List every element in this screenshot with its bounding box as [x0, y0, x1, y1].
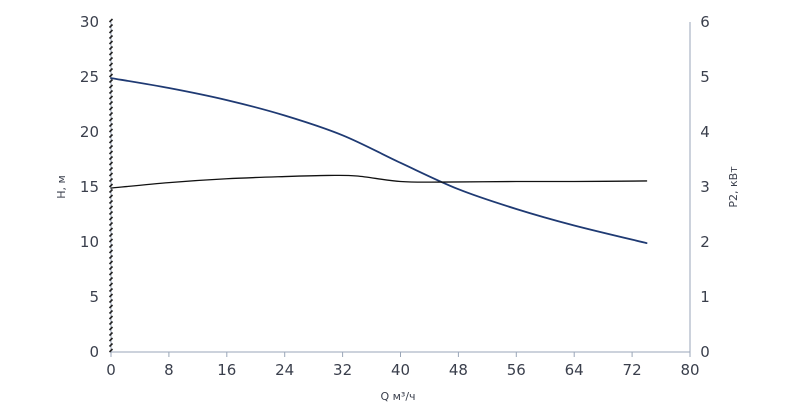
- left-axis-mark: [108, 117, 114, 122]
- left-axis-mark: [108, 216, 114, 221]
- left-axis-mark: [108, 73, 114, 78]
- y-left-tick-label: 5: [89, 288, 99, 306]
- left-axis-mark: [108, 150, 114, 155]
- left-axis-mark: [108, 188, 114, 194]
- y-right-tick-label: 2: [700, 233, 710, 251]
- left-axis-mark: [108, 315, 114, 320]
- y-right-axis-ticks: 0 1 2 3 4 5 6: [700, 13, 710, 361]
- left-axis-mark: [108, 29, 114, 34]
- y-left-axis-label: H, м: [55, 175, 68, 199]
- x-tick-label: 16: [217, 361, 236, 379]
- left-axis-mark: [108, 260, 114, 265]
- left-axis-mark: [108, 331, 114, 337]
- left-axis-mark: [108, 276, 114, 282]
- left-axis-mark: [108, 298, 114, 304]
- left-axis-mark: [108, 100, 114, 106]
- left-axis-mark: [108, 210, 114, 216]
- x-tick-label: 80: [680, 361, 699, 379]
- left-axis-mark: [108, 166, 114, 172]
- left-axis-mark: [108, 34, 114, 40]
- y-right-tick-label: 6: [700, 13, 710, 31]
- left-axis-mark: [108, 282, 114, 287]
- left-axis-mark: [108, 194, 114, 199]
- left-axis-mark: [108, 161, 114, 166]
- x-tick-label: 48: [449, 361, 468, 379]
- left-axis-mark: [108, 199, 114, 205]
- x-tick-label: 72: [623, 361, 642, 379]
- left-axis-mark: [108, 122, 114, 128]
- left-axis-mark: [108, 205, 114, 210]
- y-left-tick-label: 30: [80, 13, 99, 31]
- left-axis-mark: [108, 172, 114, 177]
- left-axis-mark: [108, 51, 114, 56]
- left-axis-mark: [108, 133, 114, 139]
- y-left-tick-label: 10: [80, 233, 99, 251]
- left-axis-mark: [108, 287, 114, 293]
- left-axis-mark: [108, 177, 114, 183]
- y-left-tick-label: 25: [80, 68, 99, 86]
- left-axis-mark: [108, 56, 114, 62]
- x-tick-label: 0: [106, 361, 116, 379]
- left-axis-mark: [108, 293, 114, 298]
- y-left-tick-label: 0: [89, 343, 99, 361]
- left-axis-mark: [108, 155, 114, 161]
- left-axis-mark: [108, 326, 114, 331]
- x-tick-label: 64: [565, 361, 584, 379]
- x-tick-label: 56: [507, 361, 526, 379]
- left-axis-mark: [108, 309, 114, 315]
- left-axis-mark: [108, 238, 114, 243]
- y-right-axis-label: P2, кВт: [727, 166, 740, 208]
- left-axis-mark: [108, 221, 114, 227]
- left-axis-mark: [108, 40, 114, 45]
- left-axis-mark: [108, 320, 114, 326]
- x-tick-label: 32: [333, 361, 352, 379]
- y-right-tick-label: 0: [700, 343, 710, 361]
- head-curve-line: [110, 77, 648, 244]
- left-axis-mark: [108, 243, 114, 249]
- left-axis-mark: [108, 128, 114, 133]
- y-right-tick-label: 5: [700, 68, 710, 86]
- y-left-axis-ticks: 0 5 10 15 20 25 30: [80, 13, 99, 361]
- left-axis-mark: [108, 227, 114, 232]
- left-axis-mark: [108, 304, 114, 309]
- left-axis-mark: [108, 89, 114, 95]
- left-axis-mark: [108, 348, 114, 353]
- left-axis-mark: [108, 183, 114, 188]
- left-axis-mark: [108, 67, 114, 73]
- left-axis-mark: [108, 23, 114, 29]
- left-axis-mark: [108, 45, 114, 51]
- left-axis-mark: [108, 249, 114, 254]
- series-layer: [110, 77, 648, 244]
- y-right-tick-label: 1: [700, 288, 710, 306]
- y-left-tick-label: 15: [80, 178, 99, 196]
- left-axis-mark: [108, 62, 114, 67]
- left-axis-mark: [108, 265, 114, 271]
- power-curve-line: [110, 174, 648, 189]
- x-axis-label: Q м³/ч: [380, 390, 415, 403]
- left-axis-mark: [108, 271, 114, 276]
- left-axis-mark: [108, 232, 114, 238]
- left-axis-mark: [108, 139, 114, 144]
- left-axis-mark: [108, 342, 114, 348]
- left-axis-mark: [108, 106, 114, 111]
- x-tick-label: 40: [391, 361, 410, 379]
- axes: [108, 18, 691, 353]
- left-axis-mark: [108, 254, 114, 260]
- y-right-tick-label: 4: [700, 123, 710, 141]
- left-axis-mark: [108, 95, 114, 100]
- y-left-tick-label: 20: [80, 123, 99, 141]
- left-axis-mark: [108, 337, 114, 342]
- left-axis-mark: [108, 144, 114, 150]
- left-axis-mark: [108, 84, 114, 89]
- left-axis-mark: [108, 78, 114, 84]
- left-axis-mark: [108, 18, 114, 23]
- left-axis-mark: [108, 111, 114, 117]
- x-tick-label: 24: [275, 361, 294, 379]
- y-right-tick-label: 3: [700, 178, 710, 196]
- x-tick-label: 8: [164, 361, 174, 379]
- x-axis-ticks: 0 8 16 24 32 40 48 56 64 72 80: [106, 352, 700, 379]
